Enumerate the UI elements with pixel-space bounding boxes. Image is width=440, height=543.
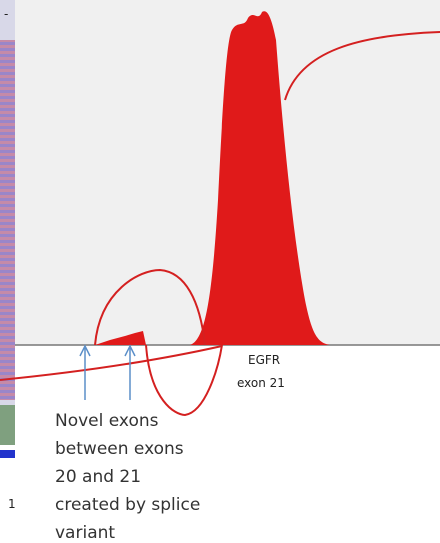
top-mark: -: [4, 7, 8, 21]
arrow: [80, 346, 90, 400]
side-number: 1: [8, 497, 16, 511]
junction-left: [0, 346, 222, 380]
gene-label: EGFR: [248, 353, 280, 367]
sashimi-figure: - EGFR exon 21 Novel exons between exons…: [0, 0, 440, 543]
annotation-line: between exons: [55, 439, 184, 459]
annotation-line: created by splice: [55, 495, 200, 515]
exon-label: exon 21: [237, 376, 285, 390]
annotation-line: variant: [55, 523, 115, 543]
junction-lower: [146, 345, 222, 415]
read-stripes: [0, 40, 15, 400]
track-block: [0, 405, 15, 445]
arrow: [125, 346, 135, 400]
track-bar: [0, 450, 15, 458]
annotation-line: 20 and 21: [55, 467, 141, 487]
annotation-line: Novel exons: [55, 411, 159, 431]
